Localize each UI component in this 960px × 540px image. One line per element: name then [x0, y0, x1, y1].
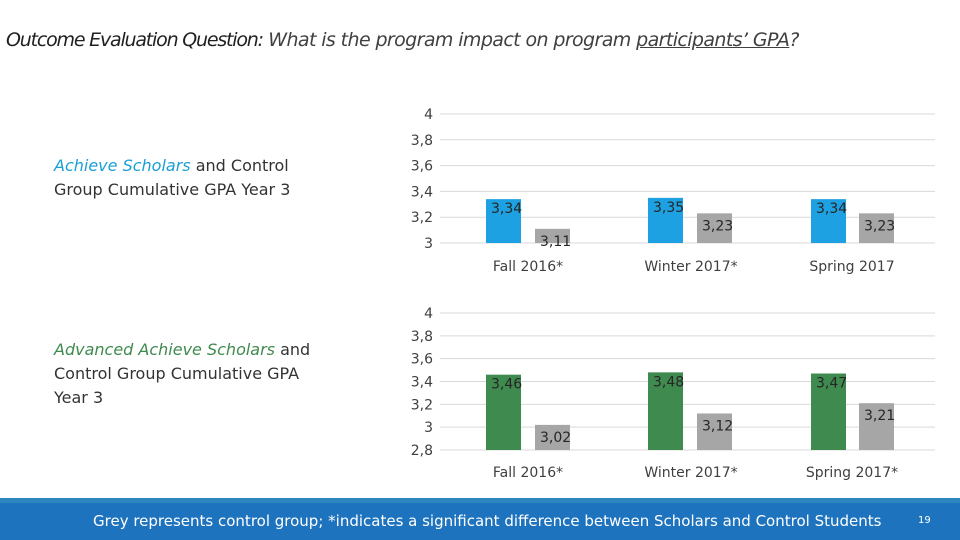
chart1-label: Achieve Scholars and Control Group Cumul…: [54, 154, 314, 202]
chart2-data-label: 3,48: [653, 374, 684, 390]
chart2-category-label: Fall 2016*: [493, 465, 563, 481]
chart1-y-tick-label: 3,2: [411, 210, 433, 226]
chart2-bar-control: [859, 403, 894, 450]
chart2-category-label: Winter 2017*: [644, 465, 737, 481]
chart2-y-tick-label: 4: [424, 306, 433, 322]
chart2-bar-scholars: [486, 374, 521, 450]
footer-band: [0, 503, 960, 540]
footer-bar: Grey represents control group; *indicate…: [0, 498, 960, 540]
chart1-bar-scholars: [486, 199, 521, 243]
chart2-y-tick-label: 3,2: [411, 397, 433, 413]
chart2-bar-control: [535, 424, 570, 450]
chart1-y-tick-label: 3,4: [411, 184, 433, 200]
chart1-data-label: 3,35: [653, 200, 684, 216]
chart2-data-label: 3,02: [540, 430, 571, 446]
chart2-y-tick-label: 3,8: [411, 329, 433, 345]
chart2-y-tick-label: 3,6: [411, 352, 433, 368]
chart1-y-tick-label: 4: [424, 107, 433, 123]
chart1-label-rest: and Control Group Cumulative GPA Year 3: [54, 156, 291, 199]
chart2-y-tick-label: 2,8: [411, 443, 433, 459]
chart1-data-label: 3,34: [816, 201, 847, 217]
chart2-data-label: 3,46: [491, 377, 522, 393]
chart1-y-tick-label: 3,6: [411, 159, 433, 175]
chart2-category-label: Spring 2017*: [806, 465, 898, 481]
chart1-bar-chart: 43,83,63,43,233,34 3,35 3,343,113,23 3,23Fa…: [411, 107, 935, 275]
title-question-before: What is the program impact on program: [262, 29, 637, 51]
chart1-bar-scholars: [811, 199, 846, 243]
chart2-label: Advanced Achieve Scholars and Control Gr…: [54, 338, 324, 410]
chart2-data-label: 3,12: [702, 418, 733, 434]
chart2-label-rest: and Control Group Cumulative GPA Year 3: [54, 340, 311, 407]
chart1-y-tick-label: 3: [424, 236, 433, 252]
chart1-y-tick-label: 3,8: [411, 133, 433, 149]
chart1-category-label: Winter 2017*: [644, 259, 737, 275]
chart1-data-label: 3,11: [540, 234, 571, 250]
chart2-data-label: 3,21: [864, 408, 895, 424]
chart2-label-highlight: Advanced Achieve Scholars: [54, 340, 276, 359]
chart1-bar-scholars: [648, 197, 683, 243]
chart2-y-tick-label: 3: [424, 420, 433, 436]
title-prefix: Outcome Evaluation Question:: [6, 29, 264, 51]
chart2-bar-scholars: [811, 373, 846, 450]
chart1-category-label: Fall 2016*: [493, 259, 563, 275]
title-question-after: ?: [789, 29, 799, 51]
chart2-y-tick-label: 3,4: [411, 375, 433, 391]
title-question-underlined: participants’ GPA: [636, 29, 790, 51]
chart2-data-label: 3,47: [816, 376, 847, 392]
chart1-bar-control: [859, 213, 894, 243]
chart1-bar-control: [697, 213, 732, 243]
chart2-bar-control: [697, 413, 732, 450]
chart1-bar-control: [535, 228, 570, 243]
chart1-data-label: 3,23: [702, 218, 733, 234]
chart1-category-label: Spring 2017: [809, 259, 894, 275]
chart2-bar-scholars: [648, 372, 683, 450]
chart1-label-highlight: Achieve Scholars: [54, 156, 191, 175]
chart1-data-label: 3,34: [491, 201, 522, 217]
slide-title: Outcome Evaluation Question: What is the…: [6, 29, 799, 51]
page-number: 19: [918, 515, 931, 526]
chart1-data-label: 3,23: [864, 218, 895, 234]
chart2-bar-chart: 4 3,8 3,6 3,4 3,2 3 2,8 3,46 3,48 3,47 3,02 3,12 3,2…: [411, 306, 935, 481]
footer-note: Grey represents control group; *indicate…: [93, 512, 882, 530]
